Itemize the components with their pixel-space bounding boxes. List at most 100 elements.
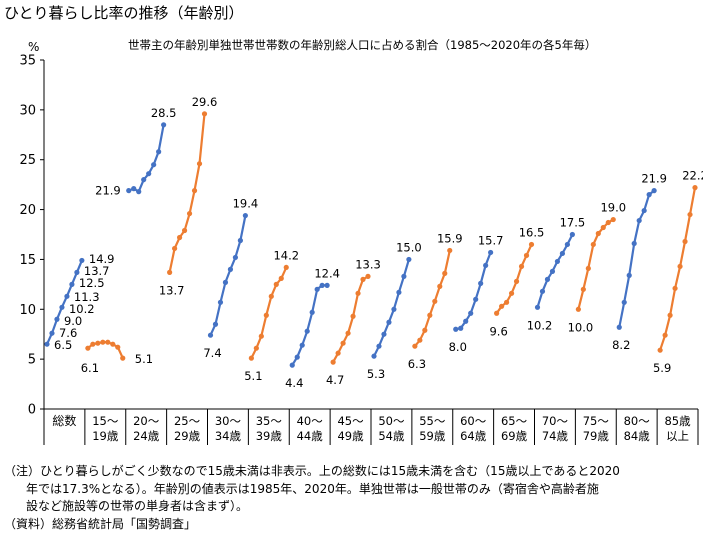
data-point: [355, 290, 361, 296]
data-point: [74, 269, 80, 275]
data-point: [468, 310, 474, 316]
data-point: [110, 341, 116, 347]
data-label: 9.6: [489, 324, 507, 338]
data-label: 22.2: [682, 169, 703, 183]
data-point: [554, 258, 561, 265]
category-label: 85歳: [664, 414, 691, 428]
data-point: [105, 339, 111, 345]
chart-subtitle: 世帯主の年齢別単独世帯世帯数の年齢別総人口に占める割合（1985～2020年の各…: [128, 38, 597, 52]
series-line: [128, 124, 165, 194]
data-label: 15.7: [478, 233, 504, 247]
data-point: [488, 249, 494, 256]
category-label: 以上: [666, 429, 689, 443]
data-point: [299, 342, 305, 348]
data-label: 8.0: [449, 340, 467, 354]
note-line: （注）ひとり暮らしがごく少数なので15歳未満は非表示。上の総数には15歳未満を含…: [4, 464, 620, 478]
data-point: [100, 339, 106, 345]
data-label: 10.2: [527, 318, 553, 332]
data-point: [156, 149, 162, 155]
data-point: [161, 122, 167, 128]
data-point: [478, 280, 484, 286]
data-point: [232, 254, 239, 261]
category-label: 70～: [542, 414, 569, 428]
data-point: [141, 177, 147, 183]
data-point: [427, 312, 433, 318]
series-line: [618, 189, 655, 328]
data-point: [172, 245, 178, 252]
category-label: 79歳: [583, 429, 610, 443]
category-label: 40～: [297, 414, 324, 428]
data-point: [447, 247, 453, 254]
data-point: [677, 263, 683, 270]
data-point: [569, 231, 575, 238]
data-point: [294, 354, 300, 360]
data-label: 21.9: [641, 172, 667, 186]
data-point: [289, 362, 295, 368]
data-label: 14.2: [273, 248, 299, 262]
data-point: [324, 282, 330, 288]
data-point: [95, 340, 101, 346]
data-label: 4.7: [326, 373, 344, 387]
note-line: 設など施設等の世帯の単身者は含まず）。: [26, 499, 249, 513]
y-tick-label: 25: [19, 153, 36, 168]
data-point: [494, 310, 500, 316]
data-point: [641, 207, 647, 214]
data-point: [146, 171, 152, 177]
y-tick-label: 20: [19, 203, 36, 218]
data-point: [432, 298, 438, 304]
data-point: [687, 211, 693, 218]
data-label: 5.3: [367, 367, 385, 381]
category-label: 60～: [460, 414, 487, 428]
page-title: ひとり暮らし比率の推移（年齢別）: [4, 4, 244, 22]
data-point: [217, 299, 224, 305]
data-point: [417, 337, 423, 343]
data-point: [580, 286, 586, 292]
data-point: [651, 188, 657, 194]
data-label: 5.9: [653, 361, 671, 375]
data-label: 16.5: [519, 225, 545, 239]
data-point: [335, 350, 341, 356]
category-label: 55～: [419, 414, 446, 428]
data-label: 15.9: [437, 231, 463, 245]
category-label: 64歳: [460, 429, 487, 443]
data-point: [508, 290, 515, 296]
data-point: [672, 285, 678, 291]
data-point: [340, 340, 346, 346]
data-point: [314, 286, 320, 292]
data-point: [44, 341, 50, 347]
data-point: [350, 313, 356, 319]
data-point: [167, 269, 173, 275]
data-point: [626, 272, 632, 278]
category-label: 34歳: [215, 429, 242, 443]
data-point: [391, 306, 397, 312]
data-point: [422, 327, 428, 333]
y-tick-label: 5: [28, 353, 36, 368]
data-label: 14.9: [89, 252, 115, 266]
y-tick-label: 0: [28, 403, 36, 418]
data-point: [595, 230, 601, 237]
data-label: 13.3: [355, 257, 381, 271]
y-tick-label: 15: [19, 253, 36, 268]
data-point: [616, 324, 622, 330]
category-label: 59歳: [419, 429, 446, 443]
data-point: [483, 262, 489, 269]
data-point: [258, 333, 264, 339]
series-line: [332, 275, 369, 363]
data-point: [186, 210, 193, 217]
data-label: 4.4: [285, 376, 303, 390]
chart: 05101520253035総数6.57.69.010.211.312.513.…: [19, 54, 703, 445]
data-point: [549, 268, 556, 274]
data-point: [437, 283, 443, 289]
data-point: [196, 161, 203, 167]
data-label: 13.7: [84, 264, 110, 278]
data-point: [365, 273, 371, 279]
data-label: 6.3: [408, 357, 426, 371]
data-label: 7.6: [59, 326, 77, 340]
category-label: 総数: [52, 413, 76, 428]
data-point: [268, 293, 274, 299]
data-point: [126, 188, 132, 194]
data-point: [273, 281, 279, 287]
data-point: [605, 219, 611, 226]
data-point: [59, 304, 65, 310]
data-label: 13.7: [159, 283, 185, 297]
